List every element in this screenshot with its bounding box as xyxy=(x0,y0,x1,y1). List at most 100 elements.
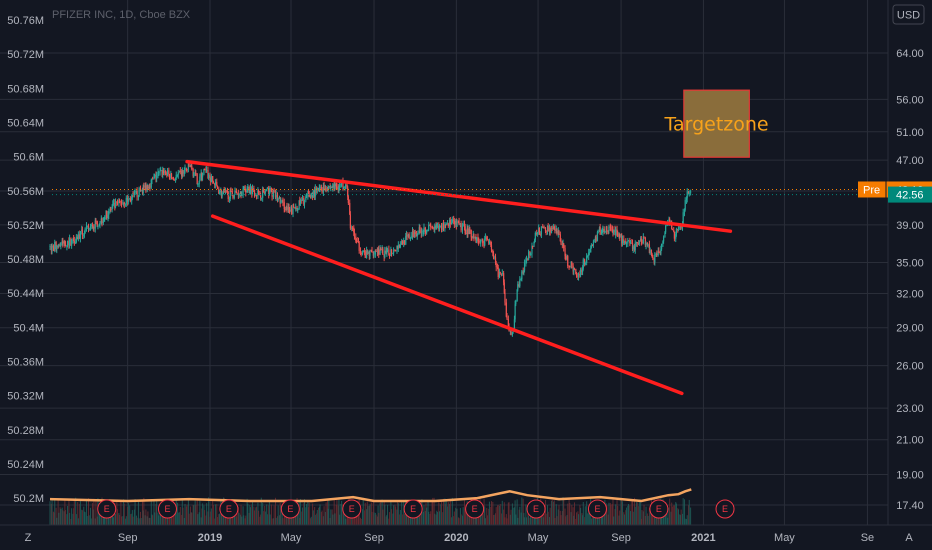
candle-body xyxy=(344,186,346,188)
volume-bar xyxy=(488,508,490,525)
candle-body xyxy=(79,234,81,239)
candle-body xyxy=(92,227,94,229)
candle-body xyxy=(345,184,347,187)
volume-bar xyxy=(159,508,161,525)
volume-bar xyxy=(316,513,318,525)
candle-body xyxy=(253,191,256,196)
candle-body xyxy=(598,227,601,232)
volume-bar xyxy=(177,512,179,525)
earnings-marker[interactable]: E xyxy=(715,499,735,519)
currency-badge[interactable]: USD xyxy=(892,4,925,25)
candle-body xyxy=(351,227,353,229)
candle-body xyxy=(551,227,553,229)
volume-bar xyxy=(540,516,542,525)
earnings-circle xyxy=(715,499,735,519)
earnings-marker[interactable]: E xyxy=(219,499,239,519)
candle-body xyxy=(222,190,225,193)
earnings-marker[interactable]: E xyxy=(465,499,485,519)
earnings-marker[interactable]: E xyxy=(157,499,177,519)
price-tick-label: 23.00 xyxy=(896,403,924,415)
volume-tick-label: 50.36M xyxy=(7,357,44,369)
candle-body xyxy=(162,170,164,175)
volume-bar xyxy=(312,510,314,525)
candle-body xyxy=(399,245,401,248)
trendlines[interactable] xyxy=(185,159,733,396)
candle-body xyxy=(597,231,599,233)
candle-body xyxy=(593,239,595,243)
z-button[interactable]: Z xyxy=(25,532,32,544)
candle-body xyxy=(686,191,688,199)
volume-bar xyxy=(210,508,212,525)
volume-bar xyxy=(175,506,177,525)
candle-body xyxy=(646,242,648,245)
volume-bar xyxy=(58,512,60,525)
candle-body xyxy=(101,218,103,224)
candle-body xyxy=(191,165,193,170)
candle-body xyxy=(75,236,77,243)
volume-bar xyxy=(401,514,403,525)
candle-body xyxy=(386,250,388,254)
price-tags: Pre43.1942.56 xyxy=(858,181,932,203)
candle-body xyxy=(494,257,497,264)
volume-bar xyxy=(680,509,682,525)
volume-bar xyxy=(154,512,156,525)
candle-body xyxy=(433,227,435,230)
earnings-marker[interactable]: E xyxy=(280,499,300,519)
earnings-marker[interactable]: E xyxy=(649,499,669,519)
earnings-circle xyxy=(97,499,117,519)
trendline-lower[interactable] xyxy=(210,214,684,396)
candle-body xyxy=(449,219,451,227)
candle-body xyxy=(201,174,204,178)
candle-body xyxy=(428,225,430,230)
volume-bar xyxy=(55,507,57,525)
time-tick-label: May xyxy=(528,532,549,544)
candle-body xyxy=(374,250,376,255)
candle-body xyxy=(205,169,207,171)
earnings-marker[interactable]: E xyxy=(403,499,423,519)
candle-body xyxy=(275,194,277,198)
volume-tick-label: 50.2M xyxy=(13,493,44,505)
volume-bar xyxy=(611,504,613,525)
candle-body xyxy=(408,234,410,239)
candle-body xyxy=(329,186,331,188)
volume-bar xyxy=(610,504,612,525)
candle-body xyxy=(577,274,580,277)
earnings-marker[interactable]: E xyxy=(526,499,546,519)
volume-bar xyxy=(590,518,592,525)
volume-bar xyxy=(202,503,204,525)
volume-bar xyxy=(651,506,653,525)
candle-body xyxy=(81,229,84,236)
candle-body xyxy=(547,226,549,232)
candle-body xyxy=(286,206,288,210)
trendline-upper[interactable] xyxy=(185,159,733,233)
candle-body xyxy=(336,186,338,188)
target-zone-box[interactable] xyxy=(683,89,750,158)
volume-bar xyxy=(553,501,555,525)
volume-bar xyxy=(409,515,411,525)
candle-body xyxy=(484,237,486,239)
volume-bar xyxy=(428,511,430,525)
earnings-marker[interactable]: E xyxy=(587,499,607,519)
volume-bar xyxy=(684,518,686,525)
candle-body xyxy=(652,255,654,258)
candle-body xyxy=(120,202,123,204)
target-zone[interactable]: Targetzone xyxy=(664,89,769,158)
candle-body xyxy=(349,214,351,229)
earnings-marker[interactable]: E xyxy=(342,499,362,519)
candle-body xyxy=(227,192,229,199)
candle-body xyxy=(244,186,246,191)
candle-body xyxy=(614,229,616,236)
time-axis-labels[interactable]: Sep 2019 May Sep 2020 May Sep 2021 May Se xyxy=(118,532,874,544)
earnings-marker[interactable]: E xyxy=(97,499,117,519)
candle-body xyxy=(368,251,370,256)
volume-bar xyxy=(241,516,243,525)
auto-scale-button[interactable]: A xyxy=(905,532,913,544)
volume-bar xyxy=(636,502,638,525)
candle-body xyxy=(164,171,167,173)
candle-body xyxy=(494,257,496,259)
price-tick-label: 29.00 xyxy=(896,323,924,335)
candle-body xyxy=(478,240,480,242)
volume-bar xyxy=(501,513,503,525)
